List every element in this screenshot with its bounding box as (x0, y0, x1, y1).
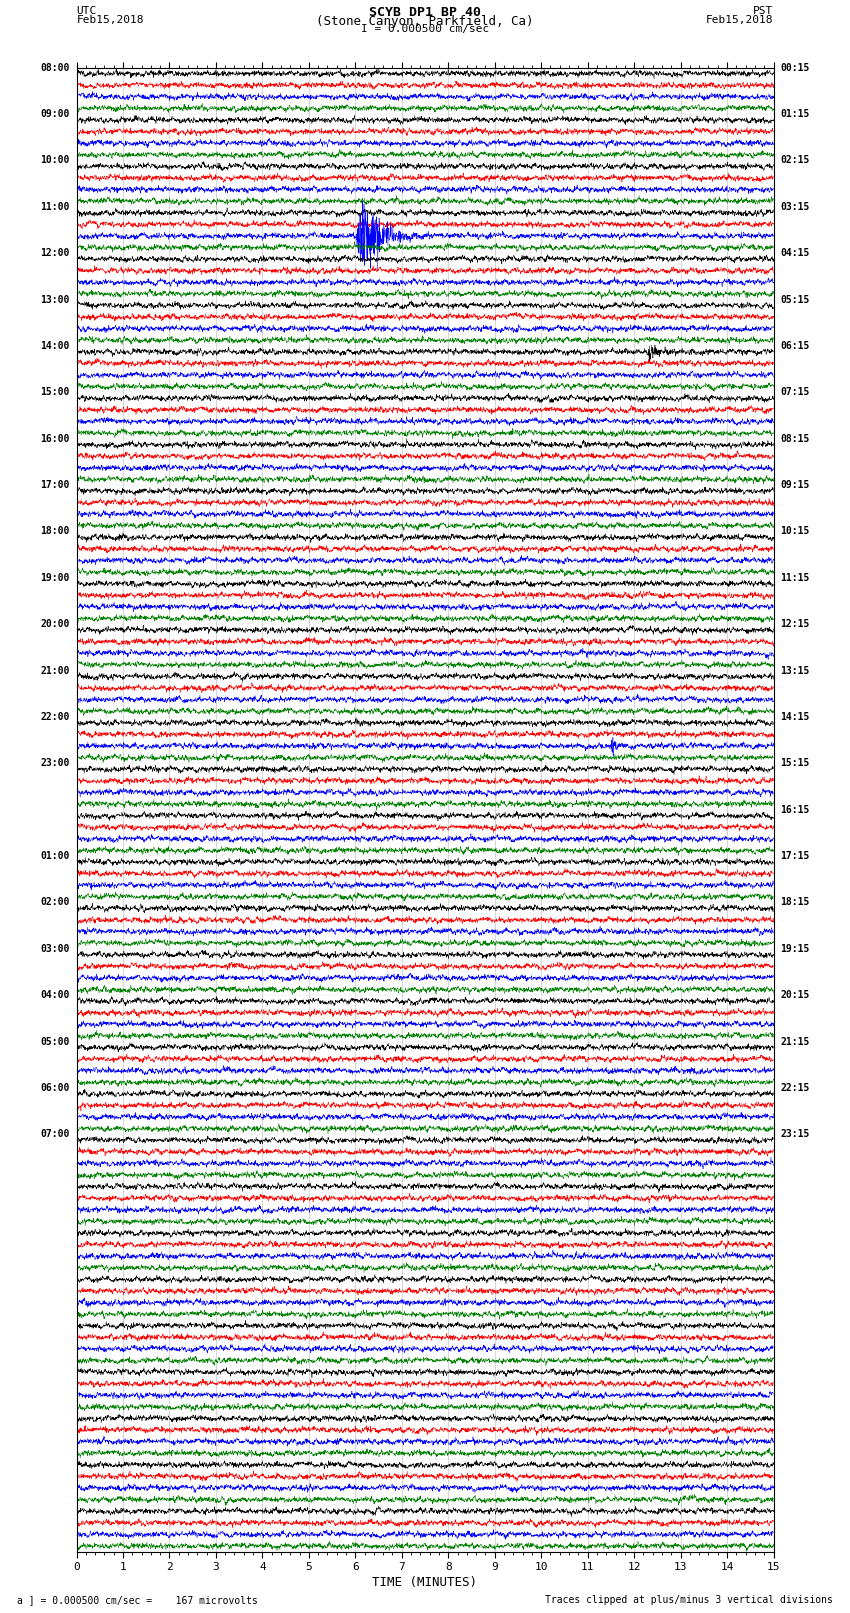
Text: 05:15: 05:15 (780, 295, 810, 305)
Text: 03:15: 03:15 (780, 202, 810, 211)
Text: 20:15: 20:15 (780, 990, 810, 1000)
Text: 12:00: 12:00 (40, 248, 70, 258)
Text: 19:00: 19:00 (40, 573, 70, 582)
Text: 23:15: 23:15 (780, 1129, 810, 1139)
Text: (Stone Canyon, Parkfield, Ca): (Stone Canyon, Parkfield, Ca) (316, 15, 534, 27)
Text: SCYB DP1 BP 40: SCYB DP1 BP 40 (369, 5, 481, 19)
X-axis label: TIME (MINUTES): TIME (MINUTES) (372, 1576, 478, 1589)
Text: 22:15: 22:15 (780, 1082, 810, 1094)
Text: 21:00: 21:00 (40, 666, 70, 676)
Text: 11:00: 11:00 (40, 202, 70, 211)
Text: 03:00: 03:00 (40, 944, 70, 953)
Text: 11:15: 11:15 (780, 573, 810, 582)
Text: Feb15,2018: Feb15,2018 (76, 15, 144, 24)
Text: 14:00: 14:00 (40, 340, 70, 352)
Text: 13:00: 13:00 (40, 295, 70, 305)
Text: 06:00: 06:00 (40, 1082, 70, 1094)
Text: 16:00: 16:00 (40, 434, 70, 444)
Text: 04:15: 04:15 (780, 248, 810, 258)
Text: 23:00: 23:00 (40, 758, 70, 768)
Text: 08:00: 08:00 (40, 63, 70, 73)
Text: Feb15,2018: Feb15,2018 (706, 15, 774, 24)
Text: 17:00: 17:00 (40, 481, 70, 490)
Text: 04:00: 04:00 (40, 990, 70, 1000)
Text: 12:15: 12:15 (780, 619, 810, 629)
Text: 16:15: 16:15 (780, 805, 810, 815)
Text: I = 0.000500 cm/sec: I = 0.000500 cm/sec (361, 24, 489, 34)
Text: 21:15: 21:15 (780, 1037, 810, 1047)
Text: 18:00: 18:00 (40, 526, 70, 537)
Text: 09:15: 09:15 (780, 481, 810, 490)
Text: Traces clipped at plus/minus 3 vertical divisions: Traces clipped at plus/minus 3 vertical … (545, 1595, 833, 1605)
Text: 15:00: 15:00 (40, 387, 70, 397)
Text: 07:00: 07:00 (40, 1129, 70, 1139)
Text: 10:00: 10:00 (40, 155, 70, 166)
Text: 13:15: 13:15 (780, 666, 810, 676)
Text: 15:15: 15:15 (780, 758, 810, 768)
Text: 08:15: 08:15 (780, 434, 810, 444)
Text: 18:15: 18:15 (780, 897, 810, 908)
Text: 00:15: 00:15 (780, 63, 810, 73)
Text: UTC: UTC (76, 5, 97, 16)
Text: 20:00: 20:00 (40, 619, 70, 629)
Text: 02:00: 02:00 (40, 897, 70, 908)
Text: a ] = 0.000500 cm/sec =    167 microvolts: a ] = 0.000500 cm/sec = 167 microvolts (17, 1595, 258, 1605)
Text: PST: PST (753, 5, 774, 16)
Text: 19:15: 19:15 (780, 944, 810, 953)
Text: 17:15: 17:15 (780, 852, 810, 861)
Text: 09:00: 09:00 (40, 110, 70, 119)
Text: 02:15: 02:15 (780, 155, 810, 166)
Text: 10:15: 10:15 (780, 526, 810, 537)
Text: 22:00: 22:00 (40, 711, 70, 723)
Text: 14:15: 14:15 (780, 711, 810, 723)
Text: 07:15: 07:15 (780, 387, 810, 397)
Text: 05:00: 05:00 (40, 1037, 70, 1047)
Text: 01:00: 01:00 (40, 852, 70, 861)
Text: 01:15: 01:15 (780, 110, 810, 119)
Text: 06:15: 06:15 (780, 340, 810, 352)
